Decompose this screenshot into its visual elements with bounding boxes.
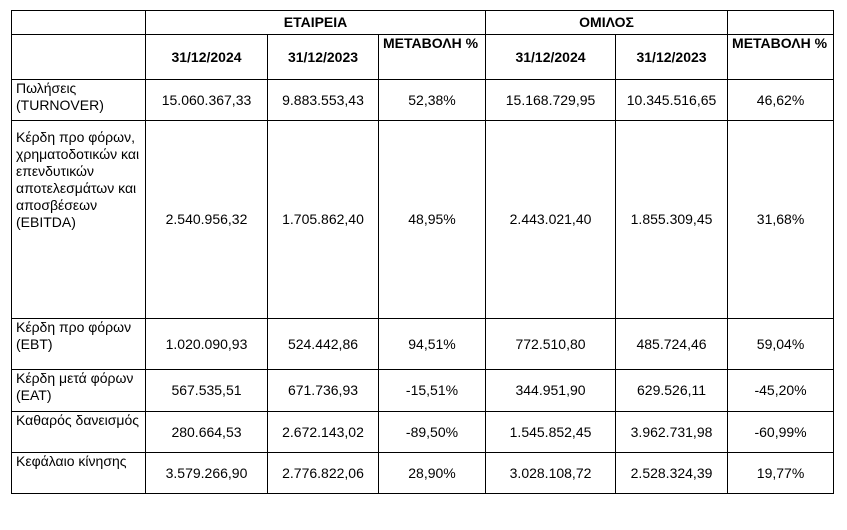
company-2024-value: 15.060.367,33	[145, 79, 268, 121]
group-2023-value: 629.526,11	[615, 369, 729, 412]
row-label: Πωλήσεις (TURNOVER)	[11, 79, 146, 121]
group-header-empty-cell	[727, 10, 835, 35]
group-change-value: -60,99%	[727, 411, 835, 453]
group-2024-value: 344.951,90	[485, 369, 617, 412]
group-header-row: ΕΤΑΙΡΕΙΑ ΟΜΙΛΟΣ	[11, 10, 835, 35]
group-2023-value: 2.528.324,39	[615, 452, 729, 494]
group-change-value: 19,77%	[727, 452, 835, 494]
corner-cell	[11, 10, 146, 35]
company-2023-value: 9.883.553,43	[267, 79, 379, 121]
group-2023-value: 1.855.309,45	[615, 120, 729, 319]
company-2023-value: 2.776.822,06	[267, 452, 379, 494]
company-col-2023: 31/12/2023	[267, 34, 379, 80]
company-2024-value: 567.535,51	[145, 369, 268, 412]
company-change-value: 94,51%	[377, 318, 487, 370]
table-row-ebt: Κέρδη προ φόρων (EBT) 1.020.090,93 524.4…	[11, 318, 835, 370]
row-label: Καθαρός δανεισμός	[11, 411, 146, 453]
table-row-turnover: Πωλήσεις (TURNOVER) 15.060.367,33 9.883.…	[11, 79, 835, 121]
company-group-title: ΕΤΑΙΡΕΙΑ	[144, 10, 487, 35]
group-2023-value: 10.345.516,65	[615, 79, 729, 121]
row-label: Κεφάλαιο κίνησης	[11, 452, 146, 494]
group-2023-value: 485.724,46	[615, 318, 729, 370]
company-2023-value: 671.736,93	[267, 369, 379, 412]
column-header-row: 31/12/2024 31/12/2023 ΜΕΤΑΒΟΛΗ % 31/12/2…	[11, 34, 835, 80]
label-header-cell	[11, 34, 146, 80]
company-2023-value: 1.705.862,40	[267, 120, 379, 319]
company-change-value: 28,90%	[377, 452, 487, 494]
company-change-value: 52,38%	[377, 79, 487, 121]
company-change-value: -15,51%	[377, 369, 487, 412]
group-2024-value: 1.545.852,45	[485, 411, 617, 453]
table-row-net-debt: Καθαρός δανεισμός 280.664,53 2.672.143,0…	[11, 411, 835, 453]
group-col-2023: 31/12/2023	[615, 34, 729, 80]
table-row-eat: Κέρδη μετά φόρων (EAT) 567.535,51 671.73…	[11, 369, 835, 412]
company-change-value: 48,95%	[377, 120, 487, 319]
row-label: Κέρδη προ φόρων (EBT)	[11, 318, 146, 370]
company-col-2024: 31/12/2024	[145, 34, 268, 80]
group-2023-value: 3.962.731,98	[615, 411, 729, 453]
company-2024-value: 2.540.956,32	[145, 120, 268, 319]
company-2024-value: 1.020.090,93	[145, 318, 268, 370]
group-2024-value: 2.443.021,40	[485, 120, 617, 319]
group-col-change: ΜΕΤΑΒΟΛΗ %	[727, 34, 835, 80]
company-2023-value: 524.442,86	[267, 318, 379, 370]
financial-results-table: ΕΤΑΙΡΕΙΑ ΟΜΙΛΟΣ 31/12/2024 31/12/2023 ΜΕ…	[11, 10, 835, 494]
group-2024-value: 3.028.108,72	[485, 452, 617, 494]
group-col-2024: 31/12/2024	[485, 34, 617, 80]
group-change-value: -45,20%	[727, 369, 835, 412]
group-2024-value: 15.168.729,95	[485, 79, 617, 121]
company-col-change: ΜΕΤΑΒΟΛΗ %	[377, 34, 487, 80]
table-row-ebitda: Κέρδη προ φόρων, χρηματοδοτικών και επεν…	[11, 120, 835, 319]
group-change-value: 46,62%	[727, 79, 835, 121]
company-2023-value: 2.672.143,02	[267, 411, 379, 453]
company-change-value: -89,50%	[377, 411, 487, 453]
group-2024-value: 772.510,80	[485, 318, 617, 370]
table-row-working-capital: Κεφάλαιο κίνησης 3.579.266,90 2.776.822,…	[11, 452, 835, 494]
row-label: Κέρδη προ φόρων, χρηματοδοτικών και επεν…	[11, 120, 146, 319]
group-change-value: 31,68%	[727, 120, 835, 319]
company-2024-value: 3.579.266,90	[145, 452, 268, 494]
row-label: Κέρδη μετά φόρων (EAT)	[11, 369, 146, 412]
group-change-value: 59,04%	[727, 318, 835, 370]
company-2024-value: 280.664,53	[145, 411, 268, 453]
group-group-title: ΟΜΙΛΟΣ	[485, 10, 729, 35]
